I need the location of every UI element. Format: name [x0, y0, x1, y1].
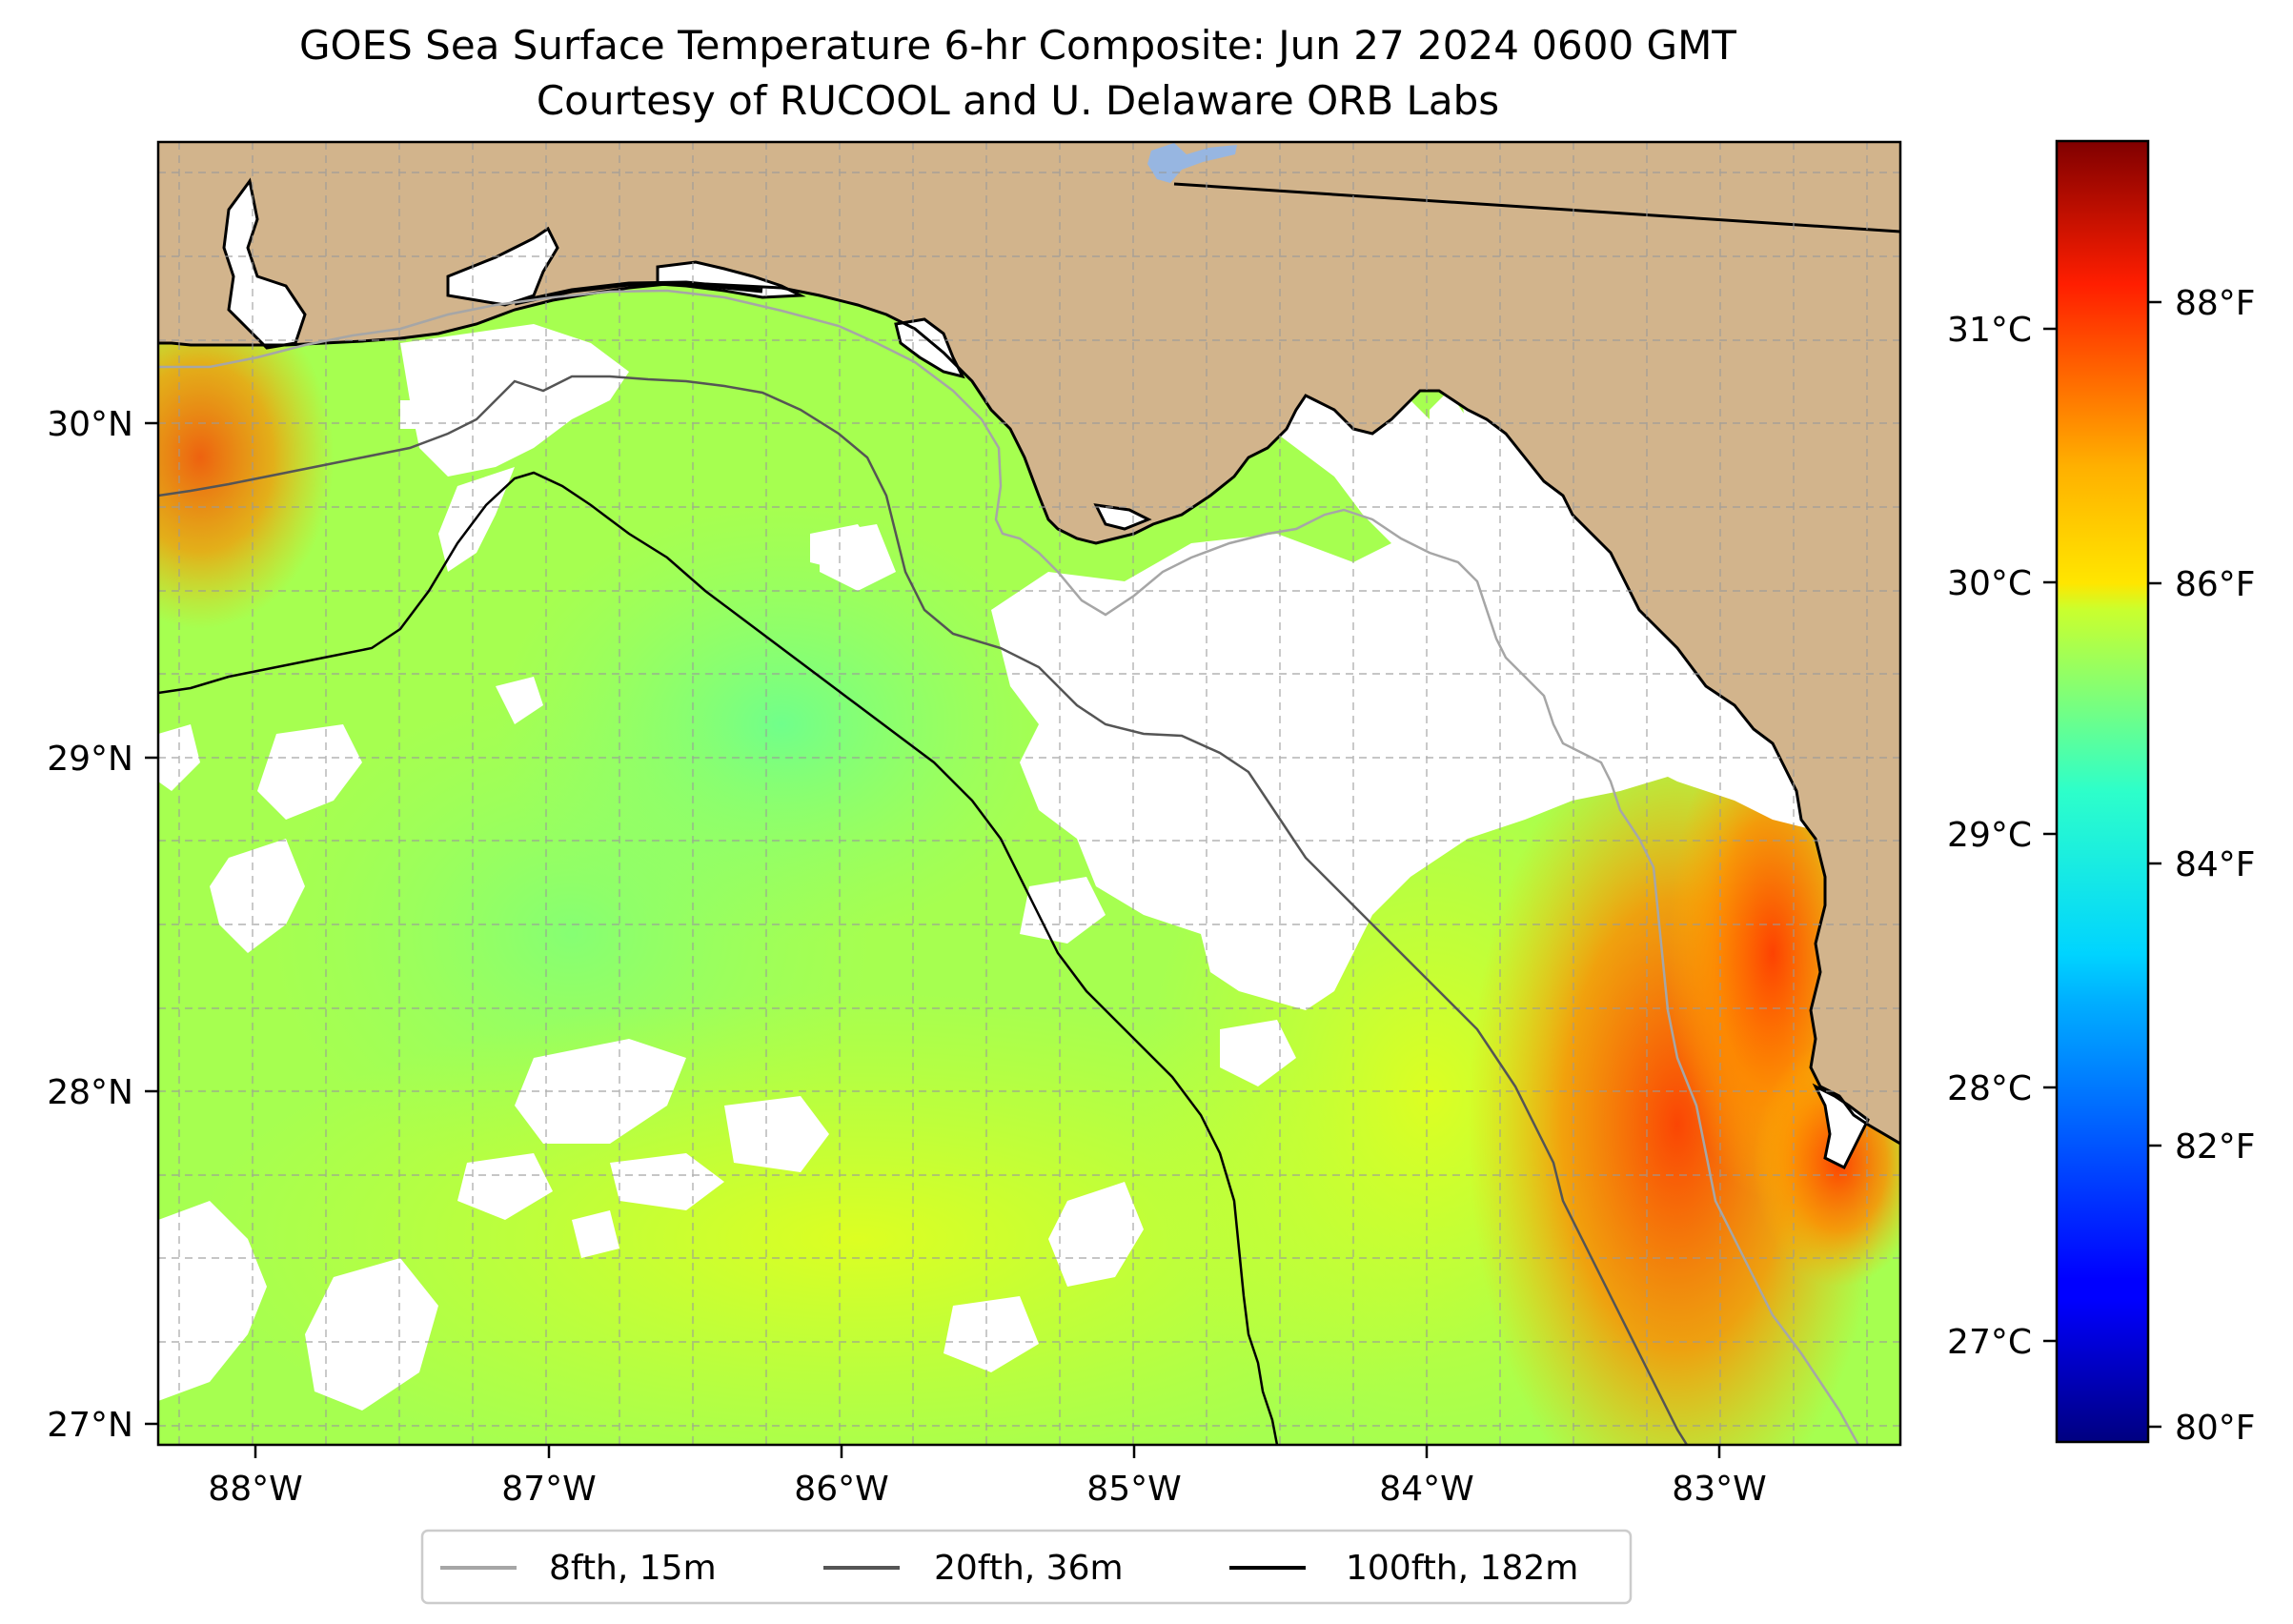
- colorbar-celsius-label: 30°C: [1947, 564, 2032, 603]
- y-axis: [145, 421, 158, 1426]
- colorbar-fahrenheit-label: 84°F: [2175, 845, 2256, 884]
- chart-title-line2: Courtesy of RUCOOL and U. Delaware ORB L…: [537, 77, 1499, 124]
- coastline: [158, 282, 1900, 1146]
- bay-shape: [1093, 503, 1152, 531]
- x-tick-label: 87°W: [501, 1470, 596, 1509]
- gridlines: [158, 142, 1900, 1445]
- colorbar-fahrenheit-label: 80°F: [2175, 1409, 2256, 1448]
- land-mass: [158, 142, 1900, 1144]
- sst-warm-patch: [158, 286, 334, 629]
- map-area: [158, 142, 1900, 1445]
- colorbar-celsius-label: 27°C: [1947, 1323, 2032, 1362]
- legend-label-100fth: 100fth, 182m: [1346, 1549, 1578, 1588]
- y-tick-label: 27°N: [47, 1406, 133, 1445]
- colorbar-fahrenheit-label: 82°F: [2175, 1127, 2256, 1167]
- chart-title-line1: GOES Sea Surface Temperature 6-hr Compos…: [299, 22, 1736, 69]
- legend: 8fth, 15m 20fth, 36m 100fth, 182m: [420, 1529, 1633, 1605]
- map-frame: [156, 140, 1902, 1447]
- barrier-island: [514, 280, 763, 306]
- x-tick-label: 85°W: [1086, 1470, 1181, 1509]
- isobath-100fth: [158, 471, 1279, 1445]
- legend-label-20fth: 20fth, 36m: [934, 1549, 1124, 1588]
- x-tick-label: 88°W: [208, 1470, 302, 1509]
- isobath-20fth: [158, 375, 1689, 1445]
- x-axis: [254, 1445, 1721, 1458]
- state-border: [1173, 182, 1900, 233]
- bay-shape: [446, 226, 559, 307]
- x-tick-label: 84°W: [1379, 1470, 1473, 1509]
- y-tick-label: 29°N: [47, 740, 133, 779]
- colorbar-celsius-label: 29°C: [1947, 816, 2032, 855]
- colorbar-celsius-label: 31°C: [1947, 311, 2032, 350]
- colorbar-fahrenheit-label: 86°F: [2175, 565, 2256, 604]
- colorbar-ticks: [2043, 300, 2161, 1429]
- colorbar-celsius-label: 28°C: [1947, 1069, 2032, 1108]
- legend-box: [420, 1529, 1633, 1605]
- y-tick-label: 30°N: [47, 405, 133, 444]
- x-tick-label: 83°W: [1672, 1470, 1766, 1509]
- legend-label-8fth: 8fth, 15m: [549, 1549, 717, 1588]
- colorbar: [2055, 139, 2150, 1444]
- lake-seminole: [1147, 143, 1237, 183]
- x-tick-label: 86°W: [794, 1470, 888, 1509]
- isobath-8fth: [158, 289, 1860, 1445]
- y-tick-label: 28°N: [47, 1073, 133, 1112]
- colorbar-fahrenheit-label: 88°F: [2175, 284, 2256, 323]
